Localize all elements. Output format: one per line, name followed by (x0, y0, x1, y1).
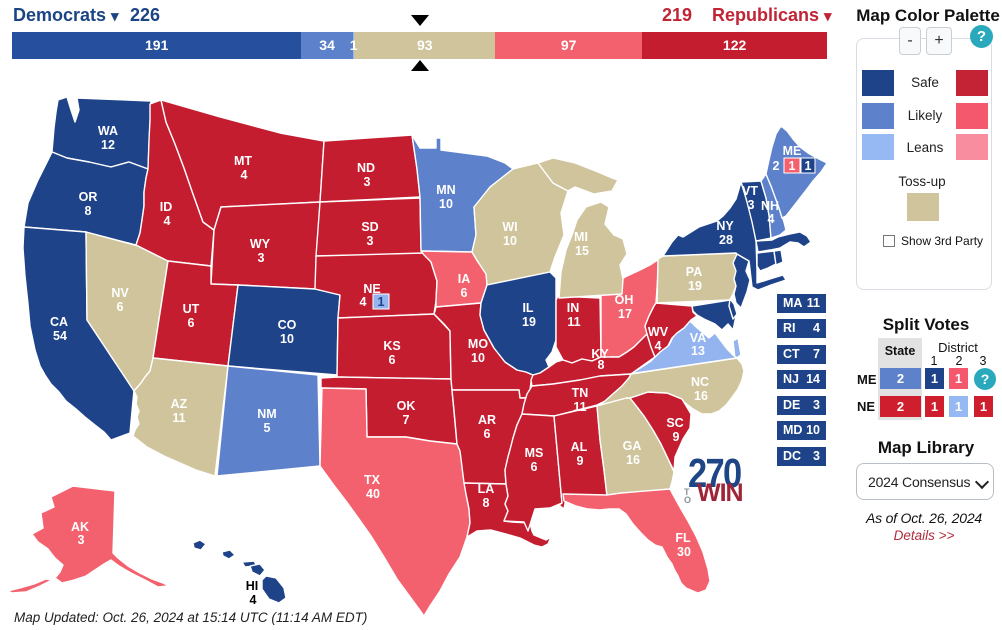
svg-text:CA: CA (50, 315, 68, 329)
svg-text:10: 10 (503, 234, 517, 248)
svg-text:MS: MS (525, 446, 544, 460)
svg-text:AZ: AZ (171, 397, 188, 411)
svg-text:40: 40 (366, 487, 380, 501)
svg-text:MN: MN (436, 183, 455, 197)
svg-text:LA: LA (478, 482, 495, 496)
svg-text:IL: IL (522, 301, 533, 315)
svg-text:10: 10 (280, 332, 294, 346)
svg-text:ID: ID (160, 200, 173, 214)
svg-text:UT: UT (183, 302, 200, 316)
svg-text:15: 15 (575, 244, 589, 258)
svg-text:OR: OR (79, 190, 98, 204)
svg-text:MO: MO (468, 337, 488, 351)
svg-text:30: 30 (677, 545, 691, 559)
svg-text:CO: CO (278, 318, 297, 332)
svg-text:16: 16 (626, 453, 640, 467)
svg-text:3: 3 (748, 198, 755, 212)
svg-text:6: 6 (188, 316, 195, 330)
svg-text:IA: IA (458, 272, 471, 286)
svg-text:NH: NH (761, 199, 779, 213)
svg-text:KS: KS (383, 339, 400, 353)
svg-text:IN: IN (567, 301, 580, 315)
svg-text:4: 4 (241, 168, 248, 182)
svg-text:5: 5 (264, 421, 271, 435)
svg-text:1: 1 (789, 159, 796, 173)
svg-text:54: 54 (53, 329, 67, 343)
svg-text:19: 19 (688, 279, 702, 293)
svg-text:17: 17 (618, 307, 632, 321)
svg-text:6: 6 (389, 353, 396, 367)
svg-text:11: 11 (573, 400, 586, 414)
svg-text:4: 4 (164, 214, 171, 228)
svg-text:11: 11 (172, 411, 185, 425)
svg-text:HI: HI (246, 579, 259, 593)
svg-text:19: 19 (522, 315, 536, 329)
svg-text:4: 4 (250, 593, 257, 607)
svg-text:4: 4 (360, 295, 367, 309)
svg-text:6: 6 (531, 460, 538, 474)
svg-text:1: 1 (805, 159, 812, 173)
svg-text:3: 3 (364, 175, 371, 189)
svg-text:MT: MT (234, 154, 252, 168)
svg-text:AR: AR (478, 413, 496, 427)
svg-text:WY: WY (250, 237, 271, 251)
svg-text:13: 13 (691, 344, 705, 358)
svg-text:NV: NV (111, 286, 129, 300)
svg-text:WI: WI (502, 220, 517, 234)
svg-text:NE: NE (363, 282, 380, 296)
svg-text:6: 6 (461, 286, 468, 300)
svg-text:NC: NC (691, 375, 709, 389)
svg-text:3: 3 (78, 533, 85, 547)
svg-text:VT: VT (742, 184, 758, 198)
svg-text:9: 9 (577, 454, 584, 468)
svg-text:10: 10 (471, 351, 485, 365)
svg-text:4: 4 (768, 212, 775, 226)
svg-text:KY: KY (591, 347, 609, 361)
svg-text:AK: AK (71, 520, 89, 534)
svg-text:WV: WV (648, 325, 669, 339)
svg-text:SD: SD (361, 220, 378, 234)
svg-text:3: 3 (367, 234, 374, 248)
svg-text:2: 2 (773, 159, 780, 173)
svg-text:9: 9 (673, 430, 680, 444)
svg-text:GA: GA (623, 439, 642, 453)
svg-text:VA: VA (690, 331, 706, 345)
svg-text:16: 16 (694, 389, 708, 403)
svg-text:TX: TX (364, 473, 381, 487)
svg-text:28: 28 (719, 233, 733, 247)
svg-text:11: 11 (567, 315, 580, 329)
svg-text:8: 8 (85, 204, 92, 218)
svg-text:OK: OK (397, 399, 416, 413)
svg-text:12: 12 (101, 138, 115, 152)
svg-text:8: 8 (598, 358, 605, 372)
svg-text:WA: WA (98, 124, 118, 138)
svg-text:MI: MI (574, 230, 588, 244)
svg-text:7: 7 (403, 413, 410, 427)
svg-text:3: 3 (258, 251, 265, 265)
svg-text:8: 8 (483, 496, 490, 510)
svg-text:TN: TN (572, 386, 589, 400)
svg-text:NY: NY (716, 219, 734, 233)
svg-text:6: 6 (117, 300, 124, 314)
svg-text:FL: FL (675, 531, 691, 545)
svg-text:ME: ME (783, 144, 802, 158)
svg-text:1: 1 (378, 295, 385, 309)
svg-text:ND: ND (357, 161, 375, 175)
svg-text:SC: SC (666, 416, 683, 430)
svg-text:6: 6 (484, 427, 491, 441)
svg-text:NM: NM (257, 407, 276, 421)
svg-text:10: 10 (439, 197, 453, 211)
svg-text:PA: PA (686, 265, 702, 279)
svg-text:OH: OH (615, 293, 634, 307)
svg-text:AL: AL (571, 440, 588, 454)
svg-text:4: 4 (655, 339, 662, 353)
